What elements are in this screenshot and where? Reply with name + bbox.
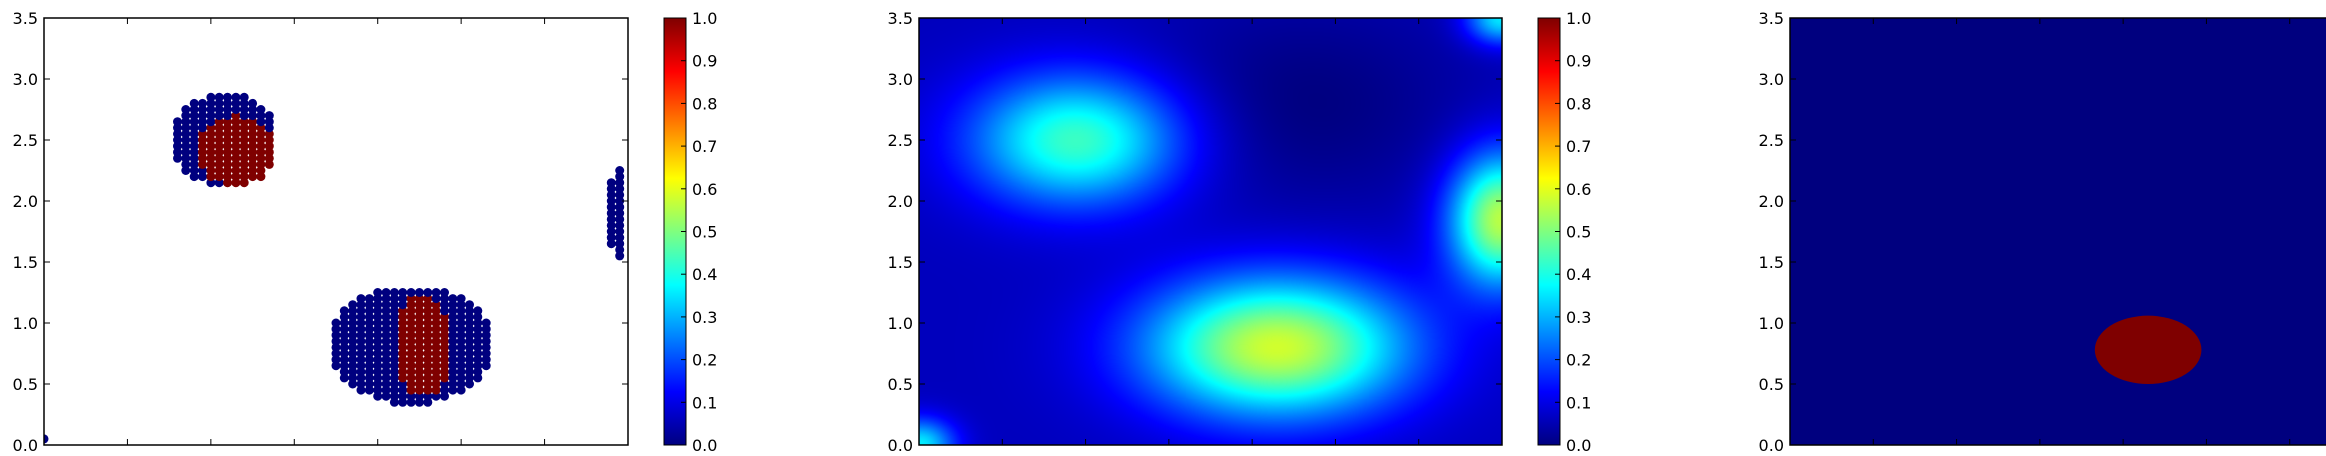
colorbar-tick-label: 0.9 — [1566, 52, 1591, 71]
colorbar-tick-label: 1.0 — [692, 9, 717, 28]
colorbar-tick-label: 0.7 — [692, 137, 717, 156]
scatter-point-low — [456, 294, 466, 304]
scatter-point-low — [423, 288, 433, 297]
colorbar-tick-label: 0.7 — [1566, 137, 1591, 156]
scatter-point-low — [465, 300, 474, 310]
y-tick-label: 2.0 — [1759, 192, 1784, 211]
colorbar-tick-label: 0.2 — [1566, 351, 1591, 370]
panel-1-marks — [44, 92, 625, 444]
scatter-point-low — [181, 105, 191, 114]
scatter-point-low — [339, 306, 349, 316]
y-tick-label: 0.0 — [1759, 436, 1784, 452]
y-tick-label: 0.5 — [1759, 375, 1784, 394]
scatter-point-low — [231, 92, 241, 102]
scatter-point-low — [206, 92, 216, 102]
y-tick-label: 1.5 — [888, 253, 913, 272]
scatter-point-low — [440, 288, 449, 297]
y-tick-label: 2.5 — [13, 131, 38, 150]
class-region — [2094, 315, 2202, 384]
scatter-point-low — [248, 98, 258, 108]
colorbar-tick-label: 0.1 — [692, 393, 717, 412]
y-tick-label: 1.0 — [13, 314, 38, 333]
panel-1-scatter: 0.00.51.01.52.02.53.03.50.00.51.01.52.02… — [13, 9, 718, 456]
y-tick-label: 0.0 — [888, 436, 913, 452]
y-tick-label: 3.5 — [13, 9, 38, 28]
colorbar-tick-label: 0.6 — [1566, 180, 1591, 199]
scatter-point-low — [414, 288, 424, 297]
colorbar-gradient — [1538, 18, 1560, 445]
scatter-point-low — [373, 288, 383, 297]
y-tick-label: 1.5 — [1759, 253, 1784, 272]
scatter-point-low — [364, 294, 374, 304]
y-tick-label: 3.5 — [1759, 9, 1784, 28]
panel-1-plot-area — [44, 18, 628, 445]
colorbar-tick-label: 1.0 — [1566, 9, 1591, 28]
colorbar-tick-label: 0.2 — [692, 351, 717, 370]
y-tick-label: 3.0 — [13, 70, 38, 89]
scatter-point-low — [214, 92, 224, 102]
scatter-point-low — [331, 318, 341, 328]
colorbar-tick-label: 0.6 — [692, 180, 717, 199]
scatter-point-low — [198, 98, 207, 108]
scatter-point-low — [389, 288, 399, 297]
y-tick-label: 3.0 — [888, 70, 913, 89]
scatter-point-low — [348, 300, 358, 310]
panel-2-image — [919, 18, 1502, 445]
panel-2-axes-frame — [918, 17, 1503, 446]
y-tick-label: 0.5 — [13, 375, 38, 394]
colorbar-tick-label: 0.4 — [692, 265, 717, 284]
y-tick-label: 3.0 — [1759, 70, 1784, 89]
scatter-point-low — [264, 111, 274, 121]
panel-1-colorbar: 0.0 0.1 0.2 0.3 0.4 0.5 0.6 0.7 0.8 0.9 1.0 — [663, 9, 717, 455]
panel-2-heatmap-canvas — [919, 18, 1502, 445]
scatter-point-low — [256, 105, 266, 114]
y-tick-label: 3.5 — [888, 9, 913, 28]
panel-3-heatmap: 0.00.51.01.52.02.53.03.50.00.51.01.52.02… — [1759, 9, 2326, 456]
scatter-point-low — [381, 288, 391, 297]
colorbar-tick-label: 0.1 — [1566, 393, 1591, 412]
panel-1-axes-frame — [43, 17, 629, 446]
scatter-point-low — [239, 92, 249, 102]
scatter-point-low — [406, 288, 416, 297]
colorbar-tick-label: 0.8 — [692, 94, 717, 113]
y-tick-label: 0.5 — [888, 375, 913, 394]
scatter-point-low — [615, 166, 625, 175]
panel-2-colorbar: 0.0 0.1 0.2 0.3 0.4 0.5 0.6 0.7 0.8 0.9 1.0 — [1537, 9, 1591, 455]
scatter-point-low — [606, 178, 616, 188]
y-tick-label: 1.0 — [888, 314, 913, 333]
colorbar-tick-label: 0.8 — [1566, 94, 1591, 113]
y-tick-label: 2.0 — [888, 192, 913, 211]
scatter-point-low — [448, 294, 458, 304]
y-tick-label: 1.5 — [13, 253, 38, 272]
panel-3-regions — [2094, 315, 2202, 384]
scatter-point-low — [473, 306, 483, 316]
scatter-point-low — [173, 117, 182, 127]
colorbar-tick-label: 0.9 — [692, 52, 717, 71]
scatter-point-low — [189, 98, 199, 108]
y-tick-label: 0.0 — [13, 436, 38, 452]
colorbar-tick-label: 0.0 — [692, 436, 717, 452]
y-tick-label: 2.0 — [13, 192, 38, 211]
scatter-point-low — [356, 294, 366, 304]
panel-3-background — [1790, 18, 2326, 445]
panel-2-heatmap: 0.00.51.01.52.02.53.03.50.00.51.01.52.02… — [888, 9, 1592, 456]
colorbar-tick-label: 0.3 — [692, 308, 717, 327]
panel-3-axes-frame — [1789, 17, 2326, 446]
colorbar-tick-label: 0.5 — [692, 223, 717, 242]
scatter-point-low — [44, 434, 49, 444]
colorbar-tick-label: 0.4 — [1566, 265, 1591, 284]
colorbar-gradient — [664, 18, 686, 445]
colorbar-tick-label: 0.5 — [1566, 223, 1591, 242]
scatter-point-low — [431, 288, 441, 297]
y-tick-label: 2.5 — [888, 131, 913, 150]
colorbar-tick-label: 0.0 — [1566, 436, 1591, 452]
scatter-point-low — [398, 288, 408, 297]
colorbar-tick-label: 0.3 — [1566, 308, 1591, 327]
scatter-point-low — [481, 318, 491, 328]
y-tick-label: 2.5 — [1759, 131, 1784, 150]
scatter-point-low — [223, 92, 232, 102]
y-tick-label: 1.0 — [1759, 314, 1784, 333]
